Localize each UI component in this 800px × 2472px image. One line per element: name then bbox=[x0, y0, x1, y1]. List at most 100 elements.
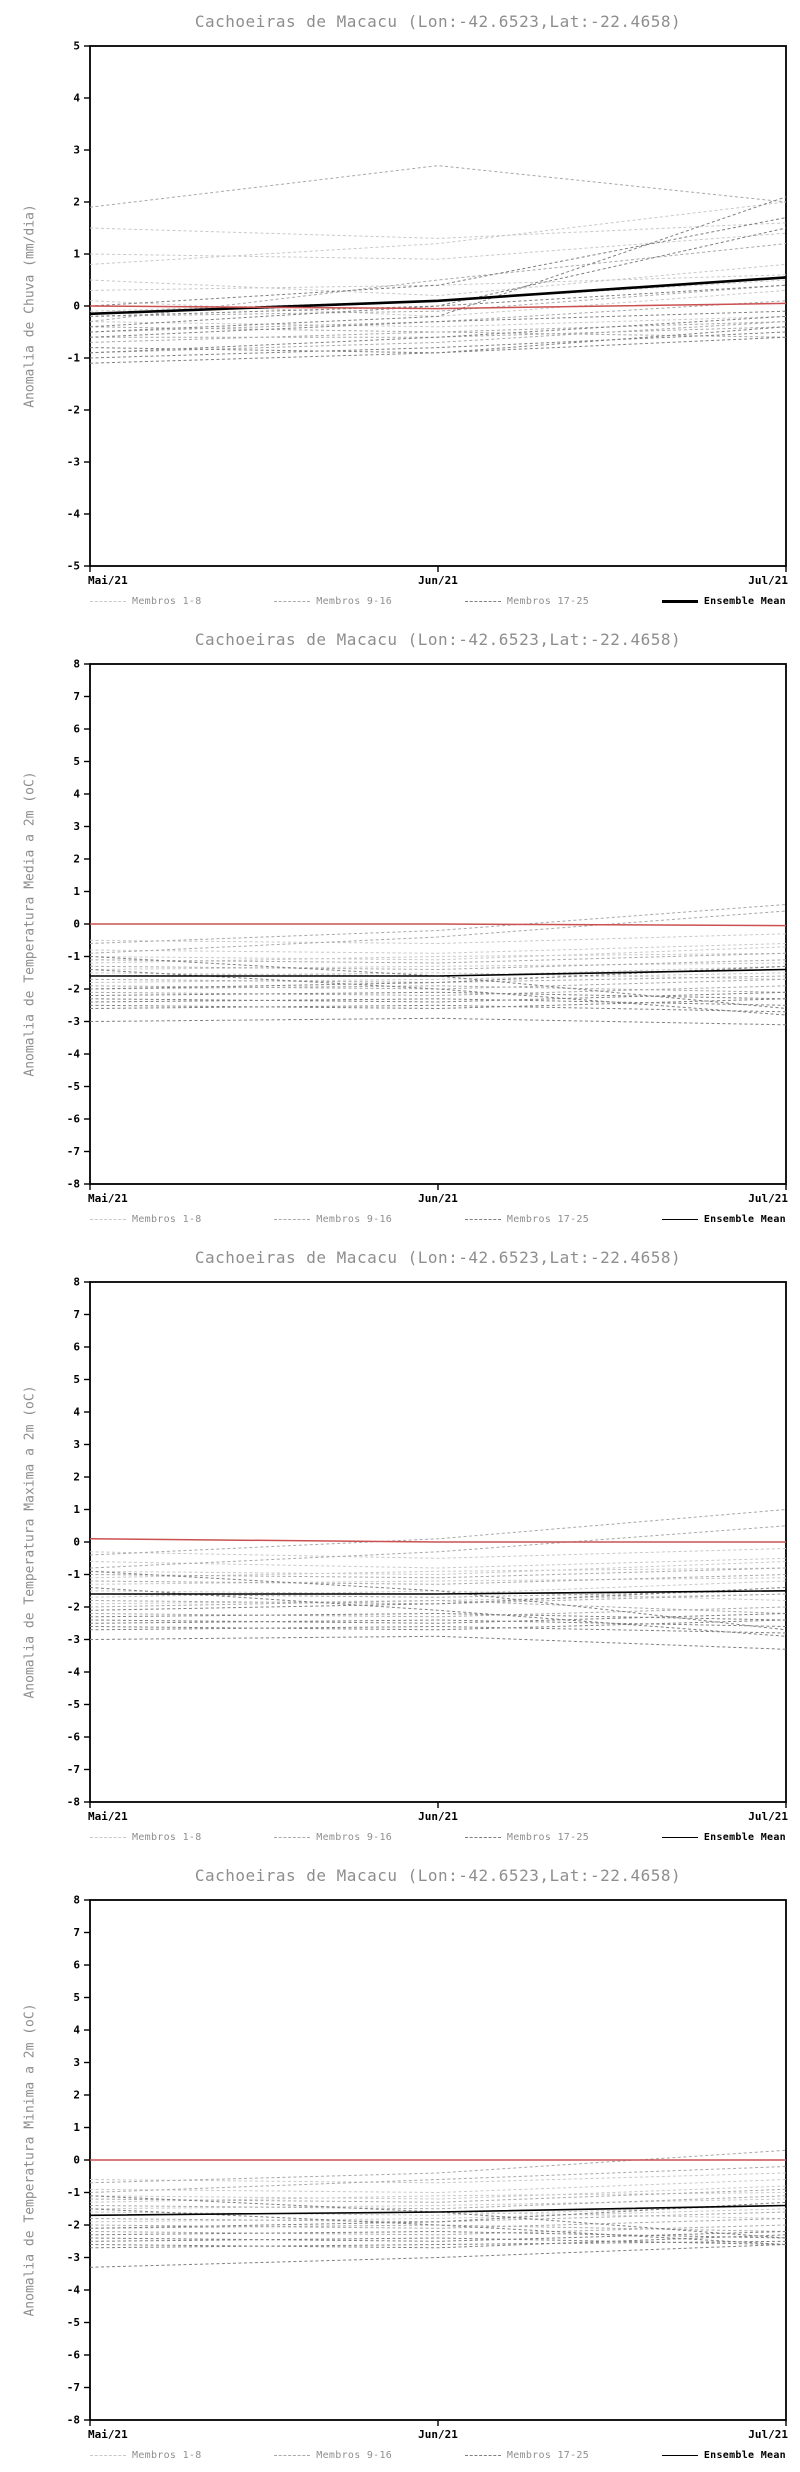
series-line-membros-1-8 bbox=[89, 1557, 787, 1569]
x-tick-label: Jul/21 bbox=[748, 1192, 788, 1205]
series-line-membros-1-8 bbox=[89, 962, 787, 970]
y-tick-label: -3 bbox=[67, 2251, 80, 2264]
legend-item-membros-9-16: Membros 9-16 bbox=[274, 1214, 392, 1225]
y-tick-label: 6 bbox=[73, 1959, 80, 1972]
legend-label: Membros 9-16 bbox=[316, 1214, 393, 1225]
series-line-membros-9-16 bbox=[89, 2166, 787, 2193]
x-tick-label: Jul/21 bbox=[748, 2428, 788, 2441]
legend-line-sample bbox=[90, 1219, 126, 1220]
legend-line-sample bbox=[661, 2455, 698, 2456]
x-tick-label: Jun/21 bbox=[418, 1192, 458, 1205]
y-tick-label: -4 bbox=[67, 2284, 81, 2297]
y-tick-label: 0 bbox=[73, 1536, 80, 1549]
y-tick-label: 8 bbox=[73, 1276, 80, 1289]
legend-item-membros-9-16: Membros 9-16 bbox=[274, 596, 392, 607]
series-line-membros-1-8 bbox=[89, 2185, 787, 2200]
legend-label: Membros 17-25 bbox=[506, 1832, 590, 1843]
y-tick-label: -7 bbox=[67, 1763, 80, 1776]
y-tick-label: -8 bbox=[67, 1178, 80, 1191]
series-line-membros-9-16 bbox=[89, 952, 787, 964]
series-line-membros-1-8 bbox=[89, 2172, 787, 2184]
legend-label: Ensemble Mean bbox=[703, 1832, 786, 1843]
series-line-membros-1-8 bbox=[89, 2208, 787, 2223]
legend-label: Ensemble Mean bbox=[703, 2450, 786, 2461]
y-tick-label: 6 bbox=[73, 723, 80, 736]
y-tick-label: 6 bbox=[73, 1341, 80, 1354]
legend-item-membros-1-8: Membros 1-8 bbox=[90, 2450, 202, 2461]
series-line-membros-9-16 bbox=[89, 284, 787, 317]
x-tick-label: Mai/21 bbox=[88, 1810, 128, 1823]
series-line-membros-9-16 bbox=[89, 1525, 787, 1569]
series-line-membros-17-25 bbox=[89, 1004, 787, 1013]
series-line-membros-9-16 bbox=[89, 985, 787, 997]
series-line-membros-1-8 bbox=[89, 933, 787, 945]
series-line-membros-17-25 bbox=[89, 998, 787, 1010]
x-tick-label: Jul/21 bbox=[748, 1810, 788, 1823]
legend-label: Membros 1-8 bbox=[132, 1832, 202, 1843]
series-line-membros-17-25 bbox=[89, 2230, 787, 2239]
y-tick-label: -5 bbox=[67, 2316, 80, 2329]
series-line-membros-1-8 bbox=[89, 972, 787, 983]
legend-line-sample bbox=[464, 2455, 501, 2456]
series-line-ensemble-mean bbox=[90, 968, 787, 977]
series-line-membros-17-25 bbox=[89, 196, 787, 333]
x-tick-label: Jun/21 bbox=[418, 574, 458, 587]
y-tick-label: -5 bbox=[67, 1080, 80, 1093]
y-tick-label: -2 bbox=[67, 2219, 80, 2232]
y-tick-label: -2 bbox=[67, 983, 80, 996]
series-line-membros-1-8 bbox=[89, 943, 787, 954]
y-tick-label: -3 bbox=[67, 456, 80, 469]
y-tick-label: 2 bbox=[73, 853, 80, 866]
y-tick-label: -4 bbox=[67, 1666, 81, 1679]
series-line-membros-17-25 bbox=[89, 1587, 787, 1637]
series-line-ensemble-mean bbox=[90, 1590, 787, 1595]
y-tick-label: -4 bbox=[67, 1048, 81, 1061]
series-line-membros-1-8 bbox=[89, 289, 787, 317]
y-tick-label: 8 bbox=[73, 658, 80, 671]
y-tick-label: 7 bbox=[73, 1926, 80, 1939]
series-line-membros-1-8 bbox=[89, 1561, 787, 1576]
x-tick-label: Jun/21 bbox=[418, 1810, 458, 1823]
y-tick-label: -5 bbox=[67, 1698, 80, 1711]
series-line-membros-17-25 bbox=[89, 1587, 787, 1611]
series-line-membros-9-16 bbox=[89, 243, 787, 323]
legend-label: Membros 1-8 bbox=[132, 1214, 202, 1225]
series-line-membros-9-16 bbox=[89, 1593, 787, 1605]
chart-title: Cachoeiras de Macacu (Lon:-42.6523,Lat:-… bbox=[194, 1866, 682, 1885]
y-tick-label: 1 bbox=[73, 248, 80, 261]
series-line-zero-line bbox=[89, 302, 787, 310]
series-line-membros-1-8 bbox=[89, 1567, 787, 1579]
y-tick-label: -3 bbox=[67, 1633, 80, 1646]
y-tick-label: -6 bbox=[67, 2349, 81, 2362]
legend-item-membros-17-25: Membros 17-25 bbox=[464, 1832, 590, 1843]
legend-line-sample bbox=[90, 601, 126, 602]
series-line-membros-1-8 bbox=[89, 1577, 787, 1585]
y-tick-label: -1 bbox=[67, 2186, 81, 2199]
y-tick-label: 5 bbox=[73, 40, 80, 53]
chart-panel-temp-maxima: Cachoeiras de Macacu (Lon:-42.6523,Lat:-… bbox=[0, 1236, 800, 1854]
x-tick-label: Mai/21 bbox=[88, 574, 128, 587]
x-tick-label: Mai/21 bbox=[88, 2428, 128, 2441]
legend-item-membros-17-25: Membros 17-25 bbox=[464, 596, 589, 607]
y-tick-label: -2 bbox=[67, 404, 80, 417]
legend-line-sample bbox=[464, 1837, 501, 1838]
y-tick-label: 5 bbox=[73, 1991, 80, 2004]
series-line-membros-9-16 bbox=[89, 1509, 787, 1556]
series-line-membros-17-25 bbox=[89, 2231, 787, 2242]
series-line-membros-9-16 bbox=[89, 165, 787, 208]
series-line-membros-9-16 bbox=[89, 1599, 787, 1614]
legend-item-ensemble-mean: Ensemble Mean bbox=[661, 1214, 786, 1225]
legend-line-sample bbox=[274, 601, 311, 602]
series-line-zero-line bbox=[89, 1538, 786, 1543]
series-line-membros-17-25 bbox=[89, 217, 787, 307]
series-line-ensemble-mean bbox=[89, 276, 787, 316]
legend-item-membros-1-8: Membros 1-8 bbox=[90, 596, 202, 607]
series-line-membros-9-16 bbox=[89, 959, 787, 971]
series-line-membros-1-8 bbox=[89, 222, 787, 239]
chart-title: Cachoeiras de Macacu (Lon:-42.6523,Lat:-… bbox=[194, 630, 682, 649]
y-tick-label: -2 bbox=[67, 1601, 80, 1614]
y-tick-label: -7 bbox=[67, 2381, 80, 2394]
x-tick-label: Jul/21 bbox=[748, 574, 788, 587]
series-line-membros-9-16 bbox=[89, 2224, 787, 2236]
